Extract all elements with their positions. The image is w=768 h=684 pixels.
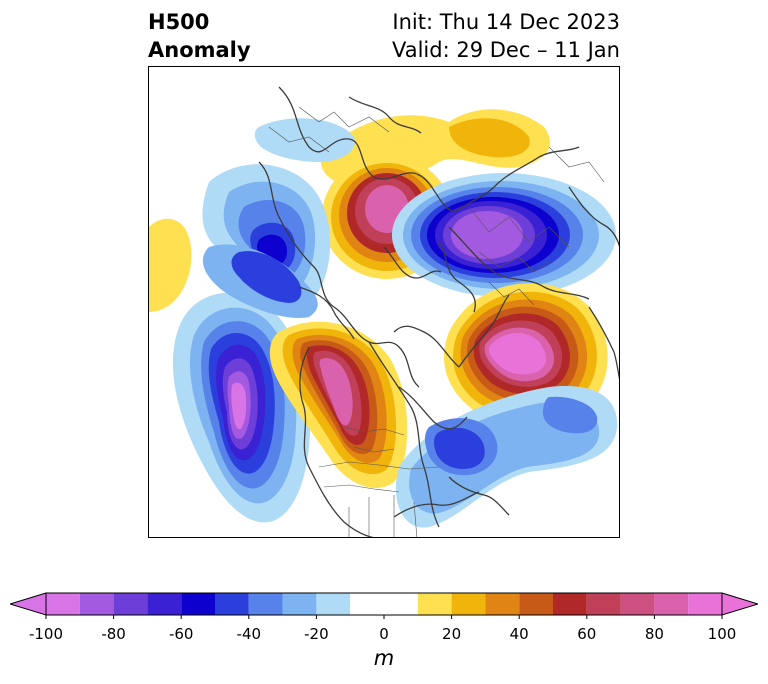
colorbar-tick-label: 20 <box>442 625 462 643</box>
colorbar-unit-label: m <box>373 646 395 670</box>
colorbar-tick-label: -100 <box>28 625 64 643</box>
colorbar-bin <box>688 593 722 615</box>
init-time: Init: Thu 14 Dec 2023 <box>392 10 620 34</box>
colorbar-tick-label: 0 <box>379 625 389 643</box>
colorbar <box>8 588 760 620</box>
colorbar-bin <box>46 593 80 615</box>
positive-anomaly-western-canada <box>269 321 408 488</box>
colorbar-bin <box>519 593 553 615</box>
colorbar-tick-label: -20 <box>304 625 329 643</box>
positive-anomaly-central-asia <box>149 218 192 312</box>
title-variable: H500 <box>148 10 210 34</box>
colorbar-tick-label: 40 <box>509 625 529 643</box>
negative-anomaly-kamchatka <box>202 164 331 303</box>
colorbar-bin <box>451 593 486 615</box>
valid-period: Valid: 29 Dec – 11 Jan <box>391 38 620 62</box>
colorbar-svg <box>8 592 760 619</box>
colorbar-extend-low <box>8 592 47 616</box>
negative-anomaly-eastern-us <box>395 386 618 528</box>
colorbar-bin <box>417 593 452 615</box>
colorbar-bin <box>181 593 215 615</box>
colorbar-bin <box>248 593 283 615</box>
colorbar-bin <box>215 593 249 615</box>
colorbar-bin <box>147 593 182 615</box>
colorbar-bin <box>113 593 148 615</box>
colorbar-tick-label: 80 <box>644 625 664 643</box>
colorbar-tick-label: -40 <box>236 625 262 643</box>
colorbar-tick-label: 100 <box>707 625 737 643</box>
map-panel <box>148 66 620 538</box>
colorbar-bin <box>282 593 317 615</box>
negative-anomaly-europe <box>392 173 616 297</box>
colorbar-bin <box>620 593 655 615</box>
colorbar-extend-high <box>721 592 760 616</box>
colorbar-tick-label: 60 <box>577 625 597 643</box>
colorbar-ticks: -100 -80 -60 -40 -20 0 20 40 60 80 100 <box>0 625 768 645</box>
colorbar-tick-label: -80 <box>101 625 126 643</box>
negative-anomaly-bering <box>202 244 318 318</box>
title-field: Anomaly <box>148 38 251 62</box>
colorbar-bin <box>79 593 114 615</box>
colorbar-bin <box>350 593 418 615</box>
colorbar-bin <box>485 593 520 615</box>
colorbar-bin <box>654 593 689 615</box>
country-borders <box>268 106 605 537</box>
anomaly-map <box>149 86 619 537</box>
title-left: H500 Anomaly <box>148 8 251 64</box>
coastlines <box>258 86 619 537</box>
colorbar-bin <box>316 593 351 615</box>
negative-anomaly-north-pacific <box>172 292 311 523</box>
colorbar-bin <box>586 593 621 615</box>
colorbar-bin <box>553 593 587 615</box>
colorbar-tick-label: -60 <box>168 625 194 643</box>
title-right: Init: Thu 14 Dec 2023 Valid: 29 Dec – 11… <box>392 8 620 64</box>
